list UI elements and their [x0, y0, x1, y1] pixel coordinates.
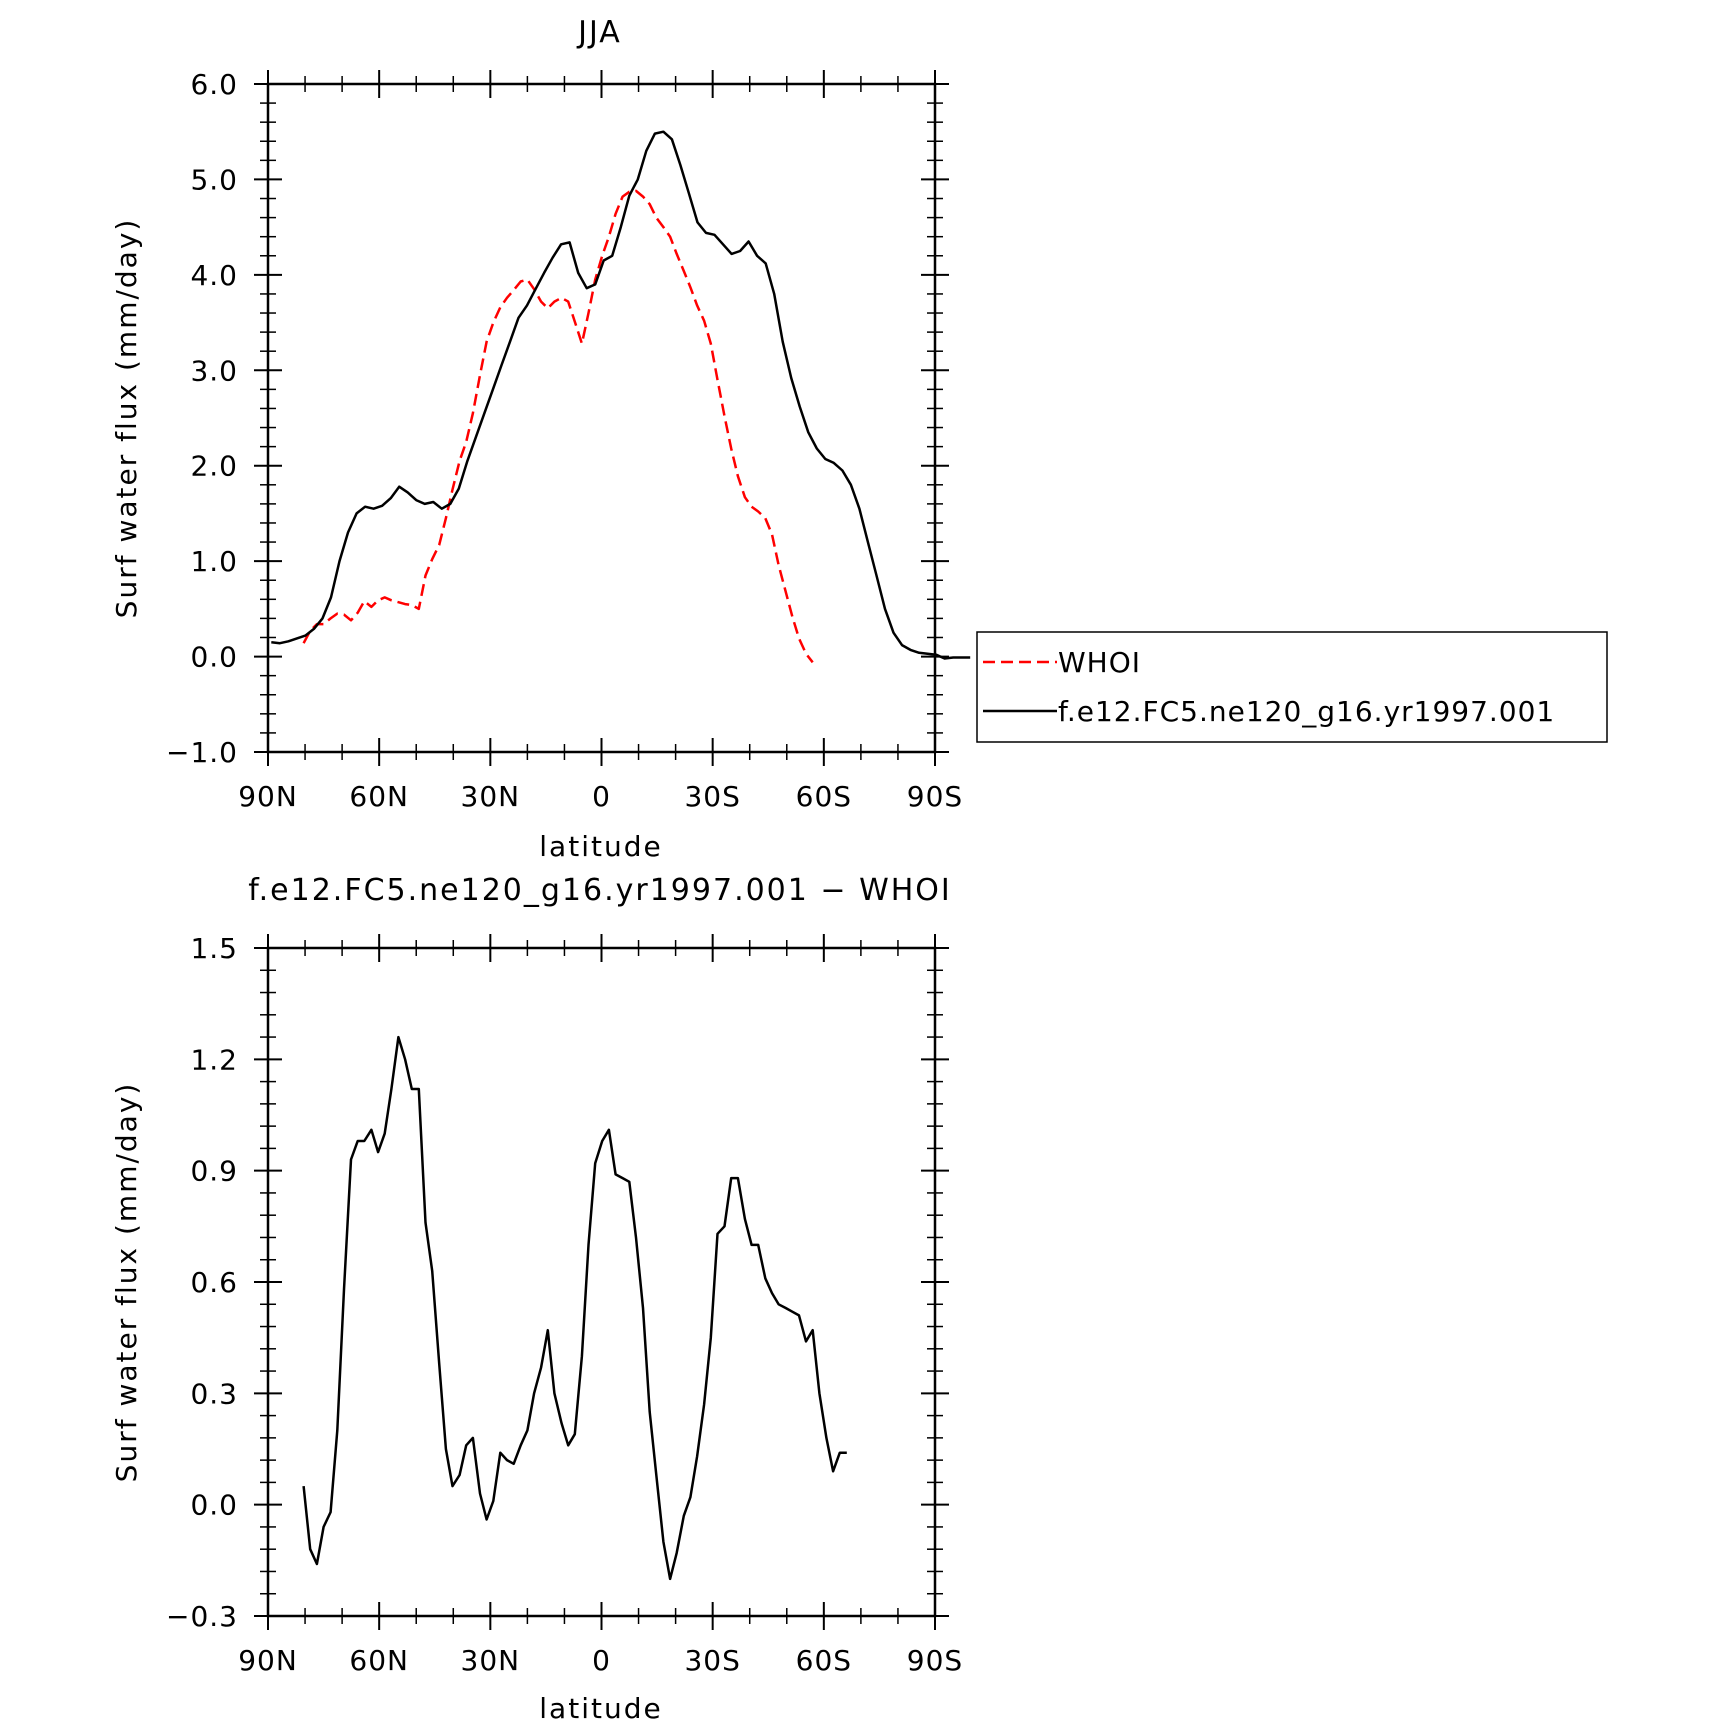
legend-box [976, 631, 1608, 743]
series-lines [271, 130, 971, 664]
x-tick-label: 30S [684, 1644, 740, 1677]
chart-title: JJA [576, 15, 622, 50]
y-tick-label: 0.6 [190, 1266, 238, 1299]
x-tick-label: 0 [592, 780, 611, 813]
x-axis-label: latitude [539, 830, 662, 863]
plot-frame [266, 82, 937, 754]
y-tick-label: 0.0 [190, 1489, 238, 1522]
y-tick-label: 2.0 [190, 450, 238, 483]
x-tick-label: 60N [349, 780, 409, 813]
y-tick-label: 5.0 [190, 163, 238, 196]
y-axis-label: Surf water flux (mm/day) [110, 218, 143, 619]
y-tick-label: 3.0 [190, 354, 238, 387]
legend-label-whoi: WHOI [1058, 646, 1141, 679]
y-tick-label: 1.2 [190, 1043, 238, 1076]
chart-title: f.e12.FC5.ne120_g16.yr1997.001 − WHOI [248, 873, 952, 908]
x-tick-label: 90S [907, 780, 963, 813]
y-tick-label: 1.0 [190, 545, 238, 578]
x-tick-labels: 90N 60N 30N 0 30S 60S 90S [238, 780, 963, 813]
y-tick-labels: −0.3 0.0 0.3 0.6 0.9 1.2 1.5 [166, 932, 238, 1633]
x-tick-label: 90S [907, 1644, 963, 1677]
y-tick-label: 0.3 [190, 1377, 238, 1410]
bottom-chart-panel: f.e12.FC5.ne120_g16.yr1997.001 − WHOI 90… [110, 873, 963, 1723]
y-tick-labels: −1.0 0.0 1.0 2.0 3.0 4.0 5.0 6.0 [166, 68, 238, 769]
legend: WHOI f.e12.FC5.ne120_g16.yr1997.001 [976, 631, 1608, 743]
tick-marks [254, 70, 949, 766]
series-line-0 [302, 1035, 847, 1581]
y-axis-label: Surf water flux (mm/day) [110, 1082, 143, 1483]
legend-label-model: f.e12.FC5.ne120_g16.yr1997.001 [1058, 695, 1555, 728]
series-line-1 [271, 130, 971, 660]
x-tick-label: 60S [796, 780, 852, 813]
x-tick-label: 0 [592, 1644, 611, 1677]
x-tick-label: 90N [238, 780, 298, 813]
plot-frame [266, 946, 937, 1618]
y-tick-label: 4.0 [190, 259, 238, 292]
y-tick-label: −0.3 [166, 1600, 238, 1633]
tick-marks [254, 934, 949, 1630]
y-tick-label: 0.9 [190, 1155, 238, 1188]
top-chart-panel: JJA 90N 60N 30N 0 30S 60S 90S −1.0 0.0 1.0 2.0 3.0… [110, 15, 1608, 863]
x-tick-labels: 90N 60N 30N 0 30S 60S 90S [238, 1644, 963, 1677]
y-tick-label: 0.0 [190, 641, 238, 674]
series-line-0 [302, 189, 814, 664]
x-tick-label: 30S [684, 780, 740, 813]
x-tick-label: 30N [461, 1644, 521, 1677]
y-tick-label: 6.0 [190, 68, 238, 101]
x-tick-label: 90N [238, 1644, 298, 1677]
x-tick-label: 30N [461, 780, 521, 813]
y-tick-label: 1.5 [190, 932, 238, 965]
x-axis-label: latitude [539, 1692, 662, 1723]
series-lines [302, 1035, 847, 1581]
y-tick-label: −1.0 [166, 736, 238, 769]
x-tick-label: 60N [349, 1644, 409, 1677]
x-tick-label: 60S [796, 1644, 852, 1677]
